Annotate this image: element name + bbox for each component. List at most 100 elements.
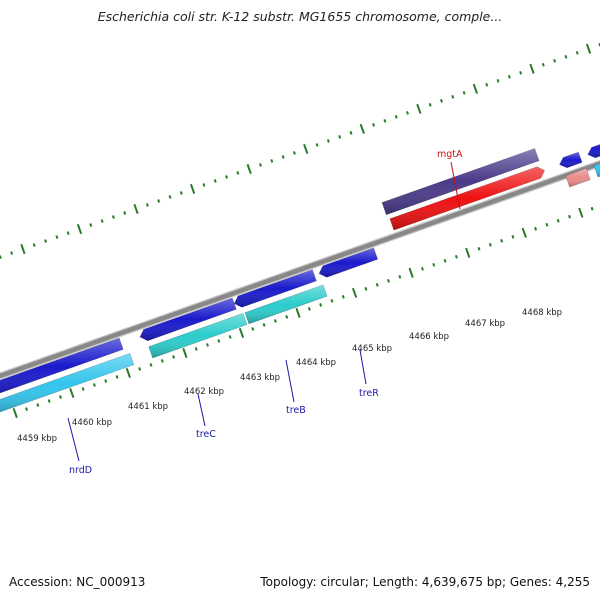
inner-minor-tick bbox=[81, 387, 85, 391]
outer-minor-tick bbox=[338, 135, 342, 139]
inner-major-tick bbox=[182, 347, 188, 358]
outer-minor-tick bbox=[507, 74, 511, 79]
outer-minor-tick bbox=[145, 203, 149, 207]
outer-minor-tick bbox=[89, 223, 93, 227]
inner-major-tick bbox=[295, 307, 301, 318]
inner-major-tick bbox=[351, 287, 358, 298]
outer-minor-tick bbox=[292, 151, 296, 155]
inner-minor-tick bbox=[488, 242, 492, 247]
inner-major-tick bbox=[521, 227, 527, 238]
inner-minor-tick bbox=[285, 315, 289, 319]
outer-major-tick bbox=[529, 63, 535, 74]
outer-minor-tick bbox=[259, 163, 262, 167]
map-title: Escherichia coli str. K-12 substr. MG165… bbox=[97, 9, 503, 24]
outer-minor-tick bbox=[451, 95, 455, 99]
outer-major-tick bbox=[472, 83, 479, 94]
inner-minor-tick bbox=[206, 343, 210, 347]
outer-minor-tick bbox=[428, 103, 432, 107]
inner-minor-tick bbox=[341, 295, 345, 299]
outer-minor-tick bbox=[462, 90, 466, 95]
inner-minor-tick bbox=[251, 327, 255, 331]
gene-treB bbox=[244, 284, 328, 325]
inner-minor-tick bbox=[590, 206, 594, 211]
scale-label: 4468 kbp bbox=[522, 308, 562, 318]
outer-minor-tick bbox=[541, 62, 545, 67]
cds-treR bbox=[318, 247, 379, 278]
genome-summary: Topology: circular; Length: 4,639,675 bp… bbox=[260, 575, 590, 589]
cds-treB bbox=[233, 269, 317, 308]
outer-major-tick bbox=[20, 244, 26, 255]
inner-minor-tick bbox=[556, 218, 560, 223]
outer-minor-tick bbox=[270, 159, 274, 163]
scale-label: 4460 kbp bbox=[72, 418, 112, 428]
scale-label: 4463 kbp bbox=[240, 373, 280, 383]
inner-minor-tick bbox=[25, 407, 29, 411]
outer-minor-tick bbox=[406, 111, 410, 115]
cds-right-1 bbox=[559, 151, 583, 169]
outer-minor-tick bbox=[225, 175, 229, 179]
outer-minor-tick bbox=[0, 255, 2, 259]
outer-minor-tick bbox=[111, 215, 115, 219]
inner-minor-tick bbox=[149, 363, 153, 367]
scale-label: 4466 kbp bbox=[409, 332, 449, 342]
inner-minor-tick bbox=[398, 275, 402, 279]
inner-minor-tick bbox=[92, 383, 96, 387]
outer-minor-tick bbox=[236, 171, 240, 175]
inner-tick-ring bbox=[12, 206, 594, 419]
outer-minor-tick bbox=[100, 219, 104, 223]
gene-label-treB[interactable]: treB bbox=[286, 405, 306, 416]
outer-minor-tick bbox=[564, 54, 568, 59]
inner-major-tick bbox=[578, 207, 584, 218]
inner-minor-tick bbox=[420, 266, 424, 271]
gene-label-mgtA[interactable]: mgtA bbox=[437, 149, 463, 160]
outer-minor-tick bbox=[55, 235, 59, 239]
outer-minor-tick bbox=[44, 239, 48, 243]
inner-minor-tick bbox=[228, 335, 232, 339]
scale-labels: 4459 kbp 4460 kbp 4461 kbp 4462 kbp 4463 kbp… bbox=[17, 308, 562, 444]
outer-minor-tick bbox=[179, 191, 183, 195]
outer-major-tick bbox=[585, 43, 592, 54]
outer-minor-tick bbox=[485, 82, 489, 87]
inner-minor-tick bbox=[59, 395, 62, 399]
inner-minor-tick bbox=[104, 379, 108, 383]
outer-minor-tick bbox=[157, 199, 161, 203]
outer-minor-tick bbox=[372, 123, 376, 127]
leader-line-nrdD bbox=[67, 417, 80, 462]
outer-major-tick bbox=[246, 163, 252, 174]
gene-right-1 bbox=[565, 168, 591, 188]
gene-mgtA bbox=[381, 148, 540, 216]
inner-minor-tick bbox=[500, 238, 504, 243]
inner-minor-tick bbox=[138, 367, 142, 371]
gene-right-2 bbox=[593, 163, 600, 178]
leader-line-mgtA bbox=[450, 161, 461, 210]
backbone-line bbox=[0, 161, 600, 379]
inner-major-tick bbox=[12, 407, 18, 419]
inner-major-tick bbox=[69, 387, 75, 399]
inner-major-tick bbox=[465, 247, 471, 258]
gene-label-nrdD[interactable]: nrdD bbox=[69, 465, 92, 476]
cds-mgtA bbox=[389, 166, 545, 231]
inner-minor-tick bbox=[307, 307, 311, 311]
inner-minor-tick bbox=[387, 279, 391, 283]
outer-minor-tick bbox=[32, 243, 36, 247]
inner-minor-tick bbox=[273, 319, 277, 323]
inner-minor-tick bbox=[115, 375, 119, 379]
gene-label-treR[interactable]: treR bbox=[359, 388, 379, 399]
feature-track bbox=[0, 144, 600, 413]
inner-minor-tick bbox=[194, 347, 198, 351]
inner-minor-tick bbox=[375, 283, 379, 287]
scale-label: 4467 kbp bbox=[465, 319, 505, 329]
gene-treC bbox=[148, 312, 248, 359]
gene-label-treC[interactable]: treC bbox=[196, 429, 216, 440]
inner-minor-tick bbox=[534, 226, 538, 231]
leader-line-treR bbox=[359, 349, 367, 385]
outer-minor-tick bbox=[213, 179, 217, 183]
inner-minor-tick bbox=[319, 303, 323, 307]
outer-major-tick bbox=[76, 223, 83, 235]
inner-minor-tick bbox=[217, 339, 221, 343]
outer-major-tick bbox=[133, 203, 139, 215]
outer-minor-tick bbox=[326, 139, 330, 143]
inner-minor-tick bbox=[364, 287, 368, 291]
inner-major-tick bbox=[408, 267, 414, 278]
